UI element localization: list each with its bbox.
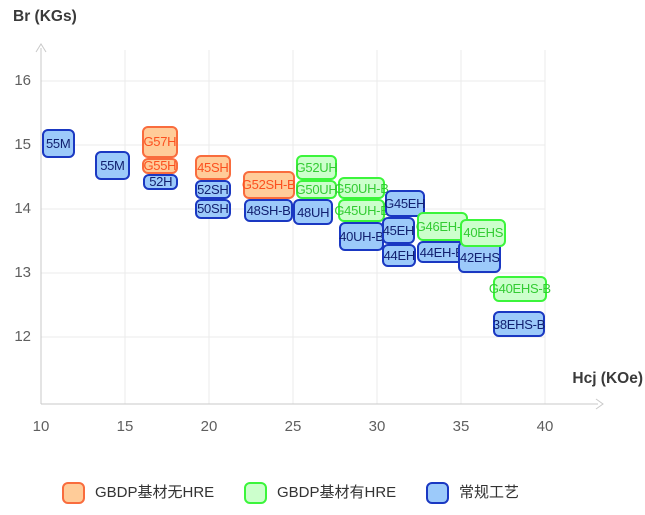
y-tick-label-12: 12 [14,328,31,345]
legend-item-green[interactable]: GBDP基材有HRE [244,482,396,504]
axis-arrow-icon [595,398,604,410]
legend-item-blue[interactable]: 常规工艺 [426,482,519,504]
grade-box-g45eh[interactable]: G45EH [384,189,426,217]
grade-box-44eh-b[interactable]: 44EH-B [417,241,467,264]
x-axis-title: Hcj (KOe) [572,370,643,387]
legend-label-green: GBDP基材有HRE [277,484,397,501]
y-tick-label-16: 16 [14,72,31,89]
grade-box-55m[interactable]: 55M [41,129,75,158]
x-tick-label-25: 25 [284,418,302,435]
grade-box-g57h[interactable]: G57H [141,125,178,158]
grade-box-g40ehs-b[interactable]: G40EHS-B [489,276,551,302]
grade-box-44eh[interactable]: 44EH [382,244,417,267]
grade-box-52h[interactable]: 52H [143,173,178,190]
axis-arrow-icon [35,43,47,53]
x-tick-label-35: 35 [452,418,470,435]
grade-box-38ehs-b[interactable]: 38EHS-B [492,311,545,337]
x-tick-label-10: 10 [32,418,50,435]
grade-box-g50uh[interactable]: G50UH [296,180,338,200]
grade-box-55m[interactable]: 55M [94,151,131,181]
grade-box-48uh[interactable]: 48UH [293,199,334,225]
legend-swatch-blue-icon [426,482,449,504]
grade-box-45eh[interactable]: 45EH [382,216,415,245]
legend-label-orange: GBDP基材无HRE [95,484,215,501]
legend-label-blue: 常规工艺 [459,484,520,501]
grade-box-52sh[interactable]: 52SH [194,180,231,200]
legend-item-orange[interactable]: GBDP基材无HRE [62,482,214,504]
y-tick-label-15: 15 [14,136,31,153]
grade-box-g55h[interactable]: G55H [141,157,178,174]
x-tick-label-30: 30 [368,418,386,435]
grade-box-g50uh-b[interactable]: G50UH-B [334,177,389,200]
y-tick-label-13: 13 [14,264,31,281]
grade-box-g52uh[interactable]: G52UH [296,154,338,181]
x-tick-label-20: 20 [200,418,218,435]
grade-box-45sh[interactable]: 45SH [194,154,231,181]
grade-box-48sh-b[interactable]: 48SH-B [244,199,293,222]
grade-box-50sh[interactable]: 50SH [194,199,231,219]
grade-box-40uh-b[interactable]: 40UH-B [339,221,384,251]
y-tick-label-14: 14 [14,200,31,217]
x-tick-label-40: 40 [536,418,554,435]
x-tick-label-15: 15 [116,418,134,435]
legend-swatch-orange-icon [62,482,85,504]
grade-box-g45uh-b[interactable]: G45UH-B [334,199,389,222]
legend-swatch-green-icon [244,482,267,504]
grade-box-g52sh-b[interactable]: G52SH-B [242,170,296,200]
y-axis-title: Br (KGs) [13,8,77,25]
grade-box-40ehs[interactable]: 40EHS [460,218,507,248]
